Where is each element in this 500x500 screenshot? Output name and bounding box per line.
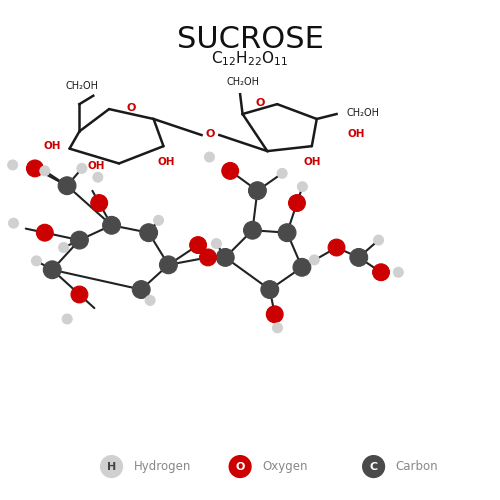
Circle shape: [394, 268, 404, 277]
Circle shape: [248, 182, 266, 200]
Circle shape: [160, 256, 178, 274]
Circle shape: [350, 248, 368, 266]
Circle shape: [102, 216, 120, 234]
Circle shape: [26, 160, 44, 177]
Text: CH₂OH: CH₂OH: [226, 77, 259, 87]
Circle shape: [8, 218, 18, 228]
Text: OH: OH: [348, 129, 365, 139]
Circle shape: [372, 264, 390, 280]
Circle shape: [212, 238, 222, 248]
Circle shape: [140, 224, 158, 242]
Circle shape: [62, 314, 72, 324]
Text: SUCROSE: SUCROSE: [176, 25, 324, 54]
Circle shape: [229, 456, 251, 477]
Circle shape: [272, 323, 282, 333]
Text: CH₂OH: CH₂OH: [346, 108, 380, 118]
Circle shape: [204, 152, 214, 162]
Circle shape: [293, 258, 311, 276]
Text: OH: OH: [303, 157, 320, 167]
Circle shape: [8, 160, 18, 170]
Circle shape: [154, 216, 164, 226]
Circle shape: [222, 162, 238, 180]
Circle shape: [93, 172, 103, 182]
Circle shape: [362, 456, 384, 477]
Text: O: O: [255, 98, 264, 108]
Circle shape: [70, 231, 88, 249]
Text: O: O: [206, 129, 215, 139]
Circle shape: [91, 194, 108, 212]
Text: Oxygen: Oxygen: [262, 460, 308, 473]
Text: Hydrogen: Hydrogen: [134, 460, 191, 473]
Circle shape: [298, 182, 308, 192]
Circle shape: [261, 280, 278, 298]
Text: O: O: [126, 103, 136, 113]
Circle shape: [40, 166, 50, 176]
Circle shape: [58, 242, 68, 252]
Circle shape: [190, 236, 206, 254]
Text: CH₂OH: CH₂OH: [66, 81, 98, 91]
Circle shape: [288, 194, 306, 212]
Circle shape: [216, 248, 234, 266]
Text: O: O: [236, 462, 245, 471]
Circle shape: [328, 239, 345, 256]
Text: OH: OH: [88, 161, 105, 171]
Text: $\mathregular{C_{12}H_{22}O_{11}}$: $\mathregular{C_{12}H_{22}O_{11}}$: [212, 50, 288, 68]
Circle shape: [266, 306, 283, 322]
Circle shape: [71, 286, 88, 303]
Circle shape: [145, 296, 155, 306]
Text: OH: OH: [43, 141, 60, 151]
Text: C: C: [370, 462, 378, 471]
Text: H: H: [107, 462, 116, 471]
Circle shape: [58, 177, 76, 194]
Circle shape: [200, 249, 216, 266]
Circle shape: [100, 456, 122, 477]
Circle shape: [77, 164, 87, 173]
Circle shape: [278, 224, 296, 242]
Circle shape: [132, 280, 150, 298]
Circle shape: [36, 224, 53, 241]
Text: OH: OH: [157, 157, 174, 167]
Circle shape: [277, 168, 287, 178]
Circle shape: [32, 256, 42, 266]
Circle shape: [44, 261, 61, 278]
Circle shape: [374, 235, 384, 245]
Circle shape: [310, 255, 319, 265]
Text: Carbon: Carbon: [396, 460, 438, 473]
Circle shape: [244, 222, 262, 239]
